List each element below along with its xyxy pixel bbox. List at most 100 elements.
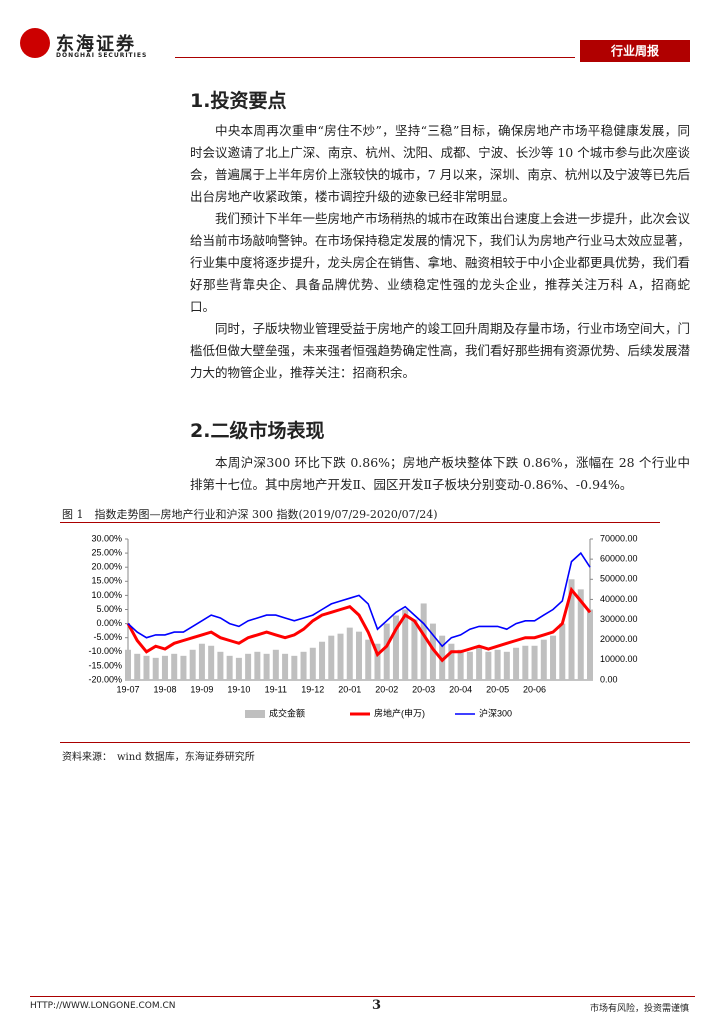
bar	[457, 649, 464, 680]
bar	[161, 655, 168, 680]
x-tick-label: 19-10	[227, 684, 250, 694]
bar	[392, 615, 399, 680]
y-tick-label: 15.00%	[91, 576, 122, 586]
logo-text: 东海证券	[56, 34, 136, 55]
logo-mark	[20, 28, 50, 58]
y-tick-label: 5.00%	[96, 604, 122, 614]
figure-source: 资料来源： wind 数据库，东海证券研究所	[62, 752, 255, 763]
bar	[559, 623, 566, 680]
bar	[587, 609, 593, 680]
bar	[125, 649, 131, 680]
paragraph: 我们预计下半年一些房地产市场稍热的城市在政策出台速度上会进一步提升，此次会议给当…	[190, 211, 691, 314]
x-tick-label: 19-09	[190, 684, 213, 694]
caption-line	[60, 522, 660, 523]
page-number: 3	[372, 998, 382, 1013]
y2-tick-label: 50000.00	[600, 574, 638, 584]
figure-caption: 图 1 指数走势图—房地产行业和沪深 300 指数(2019/07/29-202…	[62, 508, 438, 521]
bar	[189, 649, 196, 680]
legend-label: 成交金额	[269, 707, 305, 718]
bar	[494, 649, 501, 680]
bar	[522, 645, 529, 680]
paragraph: 同时，子版块物业管理受益于房地产的竣工回升周期及存量市场，行业市场空间大，门槛低…	[190, 321, 691, 380]
bar	[439, 635, 446, 680]
y-tick-label: 20.00%	[91, 562, 122, 572]
bar	[143, 655, 150, 680]
x-tick-label: 20-05	[486, 684, 509, 694]
y-tick-label: -15.00%	[88, 660, 122, 670]
y-tick-label: 0.00%	[96, 618, 122, 628]
y2-tick-label: 40000.00	[600, 594, 638, 604]
y-tick-label: 30.00%	[91, 533, 122, 543]
bar	[272, 649, 279, 680]
x-tick-label: 20-02	[375, 684, 398, 694]
bar	[383, 623, 390, 680]
footer-note: 市场有风险，投资需谨慎	[590, 1004, 690, 1014]
bar	[254, 651, 261, 680]
x-tick-label: 20-01	[338, 684, 361, 694]
bar	[513, 647, 520, 680]
y2-tick-label: 70000.00	[600, 533, 638, 543]
bar	[309, 647, 316, 680]
bar	[134, 653, 141, 680]
bar	[180, 655, 187, 680]
x-tick-label: 19-07	[116, 684, 139, 694]
x-tick-label: 19-12	[301, 684, 324, 694]
bar	[337, 633, 344, 680]
logo-en: DONGHAI SECURITIES	[56, 52, 148, 59]
bar	[291, 655, 298, 680]
y-tick-label: 10.00%	[91, 590, 122, 600]
bar	[328, 635, 335, 680]
chart: -20.00% -15.00% -10.00% -5.00% 0.00% 5.00% 10.…	[88, 533, 638, 718]
bar	[420, 603, 427, 680]
bar	[448, 643, 455, 680]
y2-tick-label: 10000.00	[600, 654, 638, 664]
bar	[356, 631, 362, 680]
y-tick-label: -20.00%	[88, 674, 122, 684]
y-tick-label: -10.00%	[88, 646, 122, 656]
y2-tick-label: 60000.00	[600, 554, 638, 564]
bar	[346, 627, 353, 680]
x-tick-label: 20-06	[523, 684, 546, 694]
legend-swatch	[245, 710, 265, 718]
y2-tick-label: 30000.00	[600, 614, 638, 624]
line	[126, 586, 592, 663]
header-line	[175, 57, 575, 58]
section-title: 2.二级市场表现	[190, 420, 325, 442]
bar	[217, 651, 224, 680]
y2-tick-label: 0.00	[600, 674, 618, 684]
bar	[319, 641, 326, 680]
bar	[263, 653, 270, 680]
y-tick-label: 25.00%	[91, 547, 122, 557]
bar	[300, 651, 307, 680]
bar	[540, 639, 547, 680]
paragraph: 本周沪深300 环比下跌 0.86%；房地产板块整体下跌 0.86%，涨幅在 2…	[190, 455, 690, 492]
bar	[171, 653, 178, 680]
bar	[152, 657, 159, 680]
bar	[235, 657, 242, 680]
x-tick-label: 20-03	[412, 684, 435, 694]
bar	[374, 643, 381, 680]
footer-line	[30, 996, 695, 997]
bar	[245, 653, 252, 680]
bar	[402, 609, 409, 680]
bar	[531, 645, 538, 680]
bar	[226, 655, 233, 680]
footer-url: HTTP://WWW.LONGONE.COM.CN	[30, 1001, 176, 1011]
source-line	[60, 742, 690, 743]
section-title: 1.投资要点	[190, 90, 287, 112]
bar	[282, 653, 289, 680]
x-tick-label: 20-04	[449, 684, 472, 694]
paragraph: 中央本周再次重申“房住不炒”，坚持“三稳”目标，确保房地产市场平稳健康发展，同时…	[190, 123, 690, 204]
legend-label: 沪深300	[479, 707, 512, 718]
bar	[198, 643, 205, 680]
bar	[476, 647, 483, 680]
line	[127, 551, 591, 648]
header-tag: 行业周报	[580, 40, 690, 62]
bar	[568, 579, 575, 680]
legend-label: 房地产(申万)	[374, 707, 425, 718]
bar	[550, 635, 557, 680]
x-tick-label: 19-11	[265, 684, 287, 694]
bar	[208, 645, 215, 680]
bar	[365, 639, 372, 680]
